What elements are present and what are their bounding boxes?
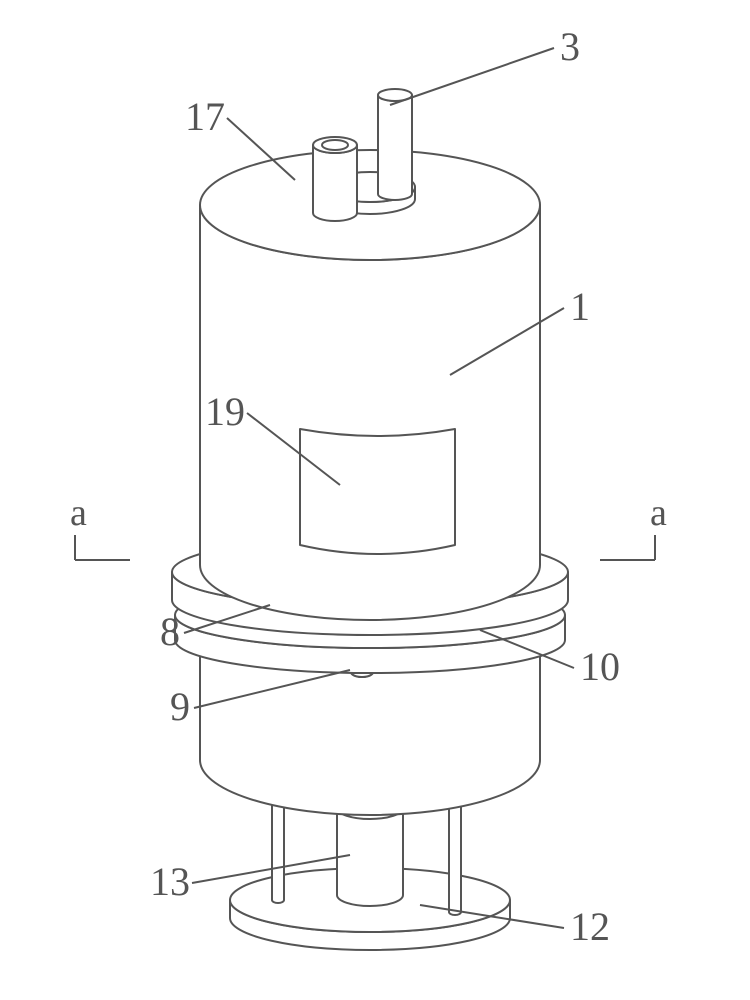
callout-number: 10 (580, 644, 620, 689)
callout-number: 19 (205, 389, 245, 434)
callout-number: 13 (150, 859, 190, 904)
callout-number: 12 (570, 904, 610, 949)
callout-number: 1 (570, 284, 590, 329)
callout-number: 9 (170, 684, 190, 729)
section-label: a (70, 492, 87, 534)
section-label: a (650, 492, 667, 534)
front-panel (300, 429, 455, 554)
callout-number: 17 (185, 94, 225, 139)
callout-number: 3 (560, 24, 580, 69)
technical-drawing: a a 3 17 1 19 8 10 9 13 12 (0, 0, 750, 1000)
callout-number: 8 (160, 609, 180, 654)
